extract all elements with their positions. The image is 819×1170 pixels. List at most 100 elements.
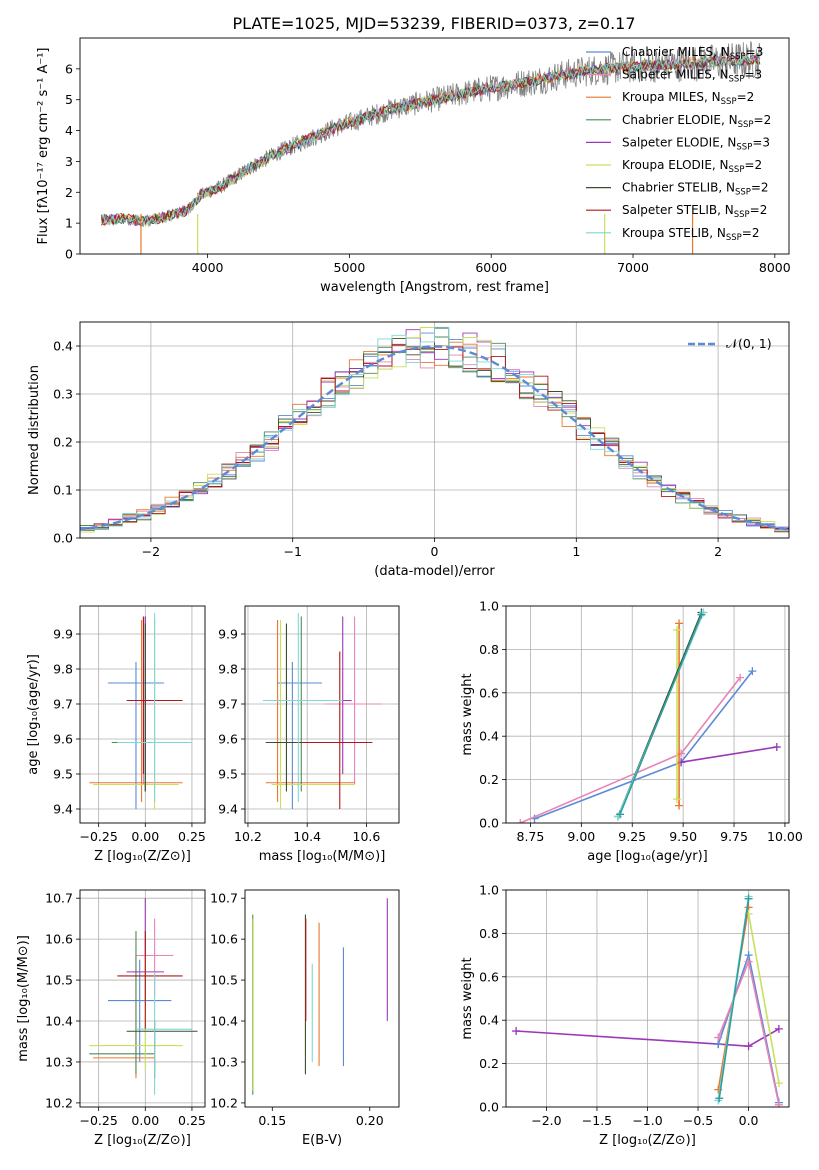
x-tick-label: 6000	[475, 260, 507, 275]
x-axis-label: E(B-V)	[302, 1133, 342, 1148]
legend-text: Kroupa MILES, N	[622, 90, 721, 104]
y-tick-label: 9.5	[53, 767, 73, 782]
errorbar-point	[107, 662, 164, 809]
weight-marker	[512, 1027, 521, 1036]
y-tick-label: 9.6	[218, 732, 238, 747]
y-axis-label: mass weight	[460, 957, 475, 1039]
weight-line	[619, 614, 703, 815]
weight-marker	[744, 1042, 753, 1051]
x-axis-label: Z [log₁₀(Z/Z⊙)]	[94, 849, 191, 864]
x-axis-label: Z [log₁₀(Z/Z⊙)]	[94, 1133, 191, 1148]
legend-label: Salpeter ELODIE, NSSP=3	[622, 135, 770, 152]
histograms	[80, 326, 789, 534]
legend-label: Chabrier MILES, NSSP=3	[622, 45, 763, 62]
axes-frame	[79, 321, 790, 539]
x-axis-label: wavelength [Angstrom, rest frame]	[320, 280, 549, 295]
x-tick-label: 8000	[759, 260, 791, 275]
x-tick-label: 0.25	[178, 1113, 206, 1128]
weight-marker	[744, 894, 753, 903]
axes-frame	[244, 889, 400, 1108]
x-axis-label: (data-model)/error	[374, 564, 495, 579]
y-tick-label: 10.6	[45, 932, 73, 947]
weight-marker	[675, 801, 684, 810]
massweight-vs-age-panel: 8.75 9.00 9.25 9.50 9.75 10.00 0.0 0.2 0.4 0.6 0.8…	[460, 599, 803, 865]
y-tick-label: 10.3	[210, 1054, 238, 1069]
y-tick-label: 6	[65, 61, 73, 76]
model-line	[100, 54, 761, 227]
normal-curve	[80, 345, 789, 531]
y-tick-label: 4	[65, 123, 73, 138]
y-tick-label: 0.8	[479, 642, 499, 657]
x-tick-label: 1	[572, 544, 580, 559]
x-tick-label: 0.20	[356, 1113, 384, 1128]
y-tick-label: 10.3	[45, 1054, 73, 1069]
residuals-panel: −2 −1 0 1 2 0.0 0.1 0.2 0.3 0.4 (data-model)/error…	[27, 321, 790, 579]
y-tick-label: 1.0	[479, 599, 499, 614]
errorbars	[89, 898, 198, 1095]
legend-label: Kroupa MILES, NSSP=2	[622, 90, 754, 107]
x-axis-label: age [log₁₀(age/yr)]	[587, 849, 708, 864]
massweight-vs-z-panel: −2.0 −1.5 −1.0 −0.5 0.0 0.0 0.2 0.4 0.6 0.8 1.0 Z […	[460, 883, 790, 1148]
legend-text: Chabrier ELODIE, N	[622, 113, 738, 127]
y-tick-label: 0.4	[479, 1013, 499, 1028]
y-tick-label: 9.7	[218, 697, 238, 712]
y-tick-label: 1	[65, 216, 73, 231]
weight-marker	[772, 743, 781, 752]
legend-sub: SSP	[729, 165, 745, 175]
errorbar-point	[265, 623, 308, 792]
y-tick-label: 0.6	[479, 685, 499, 700]
weight-line	[534, 670, 754, 820]
weight-marker	[697, 610, 706, 619]
errorbar-point	[301, 651, 373, 809]
errorbar-point	[135, 971, 192, 1095]
y-tick-label: 0.8	[479, 926, 499, 941]
legend-label: Kroupa STELIB, NSSP=2	[622, 226, 760, 243]
y-tick-label: 9.8	[53, 662, 73, 677]
y-tick-label: 10.6	[210, 932, 238, 947]
x-tick-label: 10.00	[767, 829, 803, 844]
x-tick-label: 10.2	[234, 829, 262, 844]
legend-tail: =2	[754, 113, 772, 127]
histogram-step	[80, 326, 789, 534]
y-tick-label: 3	[65, 154, 73, 169]
y-tick-label: 1.0	[479, 883, 499, 898]
spectrum-panel: 4000 5000 6000 7000 8000 0 1 2 3 4 5 6 wavelength [A…	[36, 37, 791, 295]
weight-lines	[516, 608, 781, 823]
errorbars	[262, 613, 382, 809]
weight-lines	[512, 892, 783, 1107]
x-axis-label: mass [log₁₀(M/M⊙)]	[259, 849, 386, 864]
weight-marker	[774, 1024, 783, 1033]
x-tick-label: −0.25	[80, 1113, 118, 1128]
y-axis-label: Flux [fλ10⁻¹⁷ erg cm⁻² s⁻¹ A⁻¹]	[36, 48, 51, 245]
age-vs-z-panel: −0.25 0.00 0.25 9.4 9.5 9.6 9.7 9.8 9.9 Z [log₁₀(…	[26, 605, 206, 864]
y-tick-label: 9.9	[218, 627, 238, 642]
x-tick-label: 0.00	[131, 829, 159, 844]
legend-sub: SSP	[736, 142, 752, 152]
legend-label: Chabrier STELIB, NSSP=2	[622, 181, 769, 198]
weight-marker	[673, 795, 682, 804]
axes-frame	[79, 605, 206, 824]
x-tick-label: 10.4	[293, 829, 321, 844]
x-tick-label: −2.0	[531, 1113, 561, 1128]
legend-text: Kroupa STELIB, N	[622, 226, 726, 240]
y-tick-label: 9.9	[53, 627, 73, 642]
weight-marker	[675, 619, 684, 628]
x-tick-label: 0.25	[178, 829, 206, 844]
y-tick-label: 0.2	[53, 435, 73, 450]
y-tick-label: 9.6	[53, 732, 73, 747]
legend-tail: =3	[744, 68, 762, 82]
figure-title: PLATE=1025, MJD=53239, FIBERID=0373, z=0…	[232, 14, 635, 33]
errorbars	[252, 898, 388, 1095]
y-tick-label: 0.0	[53, 531, 73, 546]
weight-marker	[616, 810, 625, 819]
legend-tail: =2	[744, 158, 762, 172]
x-tick-label: 0	[431, 544, 439, 559]
weight-line	[516, 1028, 780, 1048]
weight-marker	[744, 957, 753, 966]
errorbar-point	[89, 620, 183, 802]
errorbar-point	[324, 616, 382, 785]
x-tick-label: 10.6	[353, 829, 381, 844]
y-axis-label: age [log₁₀(age/yr)]	[26, 654, 41, 775]
